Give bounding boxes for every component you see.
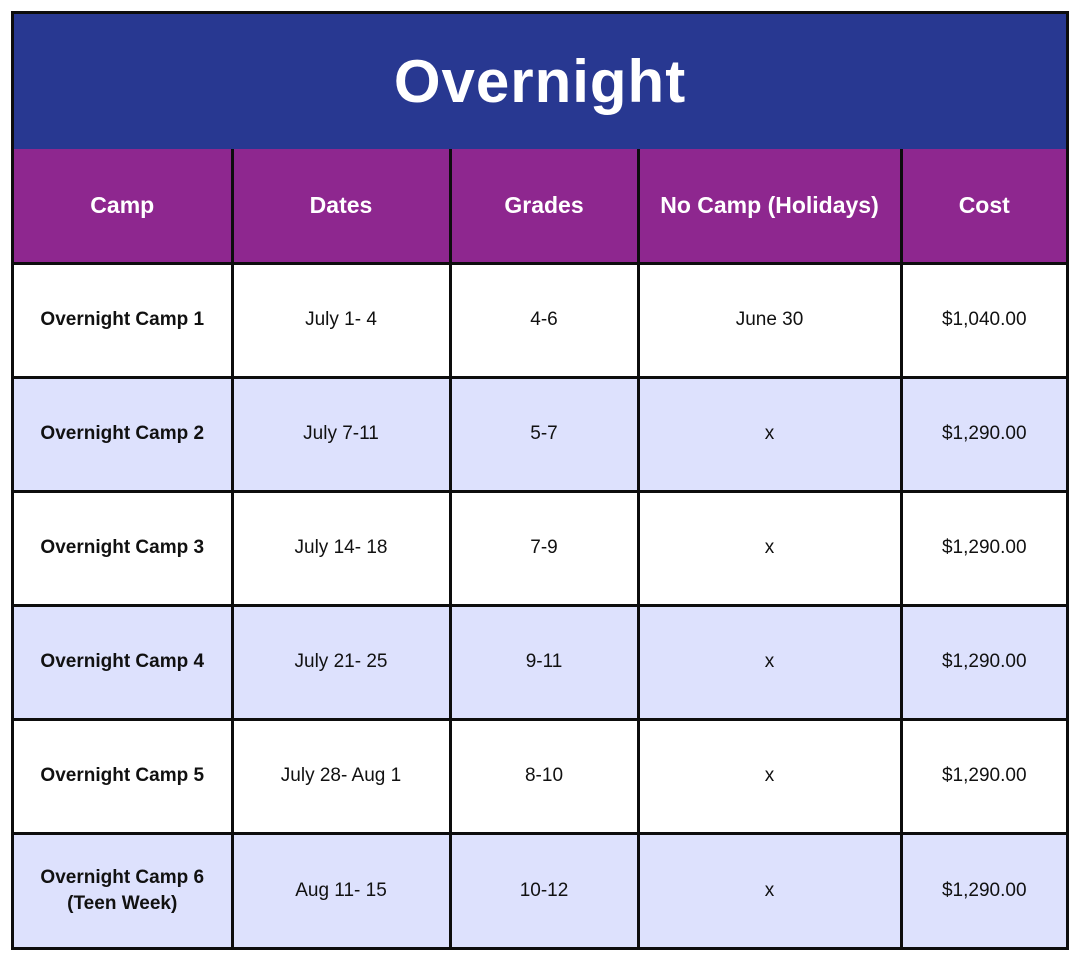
header-row: Camp Dates Grades No Camp (Holidays) Cos… — [14, 149, 1066, 265]
header-cost: Cost — [899, 149, 1066, 265]
dates-cell: July 7-11 — [230, 375, 452, 493]
camp-cell: Overnight Camp 1 — [14, 261, 234, 379]
cost-cell: $1,290.00 — [899, 375, 1066, 493]
grades-cell: 7-9 — [448, 489, 640, 607]
camp-cell: Overnight Camp 3 — [14, 489, 234, 607]
cost-cell: $1,290.00 — [899, 831, 1066, 947]
camp-cell: Overnight Camp 5 — [14, 717, 234, 835]
cost-cell: $1,290.00 — [899, 717, 1066, 835]
no-camp-cell: x — [636, 375, 903, 493]
table-row: Overnight Camp 6 (Teen Week) Aug 11- 15 … — [14, 831, 1066, 947]
table-row: Overnight Camp 2 July 7-11 5-7 x $1,290.… — [14, 375, 1066, 493]
grades-cell: 9-11 — [448, 603, 640, 721]
camp-cell: Overnight Camp 4 — [14, 603, 234, 721]
camp-cell: Overnight Camp 6 (Teen Week) — [14, 831, 234, 947]
schedule-table-frame: Overnight Camp Dates Grades No Camp (Hol… — [11, 11, 1069, 950]
no-camp-cell: x — [636, 831, 903, 947]
page-title: Overnight — [393, 48, 687, 115]
table-row: Overnight Camp 1 July 1- 4 4-6 June 30 $… — [14, 261, 1066, 379]
dates-cell: July 1- 4 — [230, 261, 452, 379]
title-bar: Overnight — [14, 14, 1066, 149]
no-camp-cell: x — [636, 603, 903, 721]
header-dates: Dates — [230, 149, 452, 265]
header-grades: Grades — [448, 149, 640, 265]
table-row: Overnight Camp 5 July 28- Aug 1 8-10 x $… — [14, 717, 1066, 835]
grades-cell: 4-6 — [448, 261, 640, 379]
cost-cell: $1,290.00 — [899, 603, 1066, 721]
no-camp-cell: x — [636, 717, 903, 835]
grades-cell: 5-7 — [448, 375, 640, 493]
cost-cell: $1,290.00 — [899, 489, 1066, 607]
header-camp: Camp — [14, 149, 234, 265]
no-camp-cell: June 30 — [636, 261, 903, 379]
dates-cell: July 14- 18 — [230, 489, 452, 607]
dates-cell: July 28- Aug 1 — [230, 717, 452, 835]
dates-cell: Aug 11- 15 — [230, 831, 452, 947]
header-no-camp: No Camp (Holidays) — [636, 149, 903, 265]
grades-cell: 10-12 — [448, 831, 640, 947]
camp-cell: Overnight Camp 2 — [14, 375, 234, 493]
grades-cell: 8-10 — [448, 717, 640, 835]
table-row: Overnight Camp 4 July 21- 25 9-11 x $1,2… — [14, 603, 1066, 721]
camp-schedule-table: Camp Dates Grades No Camp (Holidays) Cos… — [14, 149, 1066, 947]
no-camp-cell: x — [636, 489, 903, 607]
table-row: Overnight Camp 3 July 14- 18 7-9 x $1,29… — [14, 489, 1066, 607]
cost-cell: $1,040.00 — [899, 261, 1066, 379]
dates-cell: July 21- 25 — [230, 603, 452, 721]
